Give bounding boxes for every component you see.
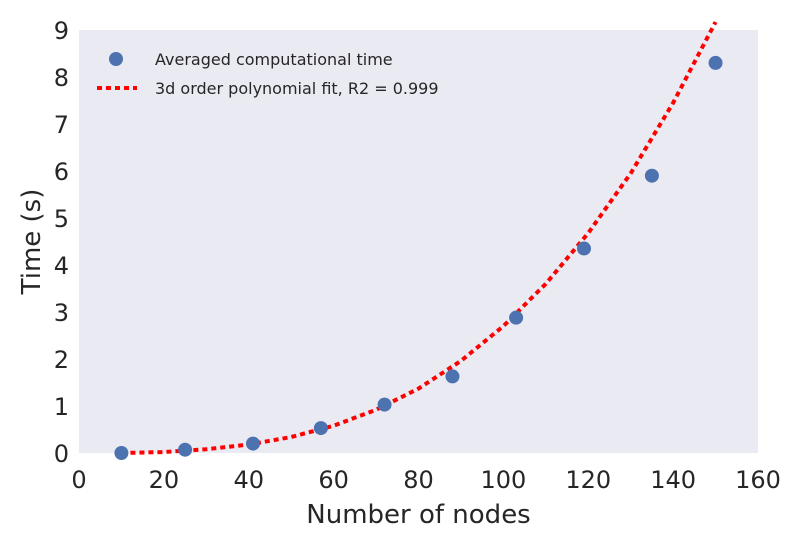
fit-curve	[121, 21, 718, 455]
x-axis-label: Number of nodes	[306, 500, 530, 530]
legend: Averaged computational time 3d order pol…	[97, 50, 439, 98]
y-tick-label: 4	[54, 252, 69, 280]
x-tick-label: 0	[71, 466, 86, 494]
y-tick-label: 8	[54, 64, 69, 92]
y-tick-label: 5	[54, 205, 69, 233]
y-axis-label: Time (s)	[17, 189, 47, 296]
y-tick-label: 1	[54, 393, 69, 421]
data-point	[313, 421, 328, 436]
series-layer	[114, 21, 723, 460]
data-point	[445, 369, 460, 384]
legend-label-scatter: Averaged computational time	[155, 50, 393, 69]
axis-ticks: 0 20 40 60 80 100 120 140 160 0 1 2 3 4 5 6 7 8 9	[54, 17, 781, 494]
x-tick-label: 120	[565, 466, 611, 494]
y-tick-label: 2	[54, 346, 69, 374]
data-point	[708, 55, 723, 70]
data-point	[509, 310, 524, 325]
x-tick-label: 40	[233, 466, 264, 494]
x-tick-label: 80	[403, 466, 434, 494]
x-tick-label: 60	[318, 466, 349, 494]
plot-background	[79, 30, 758, 453]
data-point	[377, 397, 392, 412]
data-point	[644, 168, 659, 183]
data-point	[245, 436, 260, 451]
legend-marker-scatter	[109, 52, 123, 66]
data-point	[178, 442, 193, 457]
y-tick-label: 9	[54, 17, 69, 45]
y-tick-label: 7	[54, 111, 69, 139]
y-tick-label: 3	[54, 299, 69, 327]
y-tick-label: 0	[54, 440, 69, 468]
x-tick-label: 140	[650, 466, 696, 494]
data-point	[114, 446, 129, 460]
y-tick-label: 6	[54, 158, 69, 186]
x-tick-label: 100	[480, 466, 526, 494]
legend-label-fit: 3d order polynomial fit, R2 = 0.999	[155, 79, 439, 98]
x-tick-label: 20	[149, 466, 180, 494]
data-point	[577, 241, 592, 256]
x-tick-label: 160	[735, 466, 781, 494]
